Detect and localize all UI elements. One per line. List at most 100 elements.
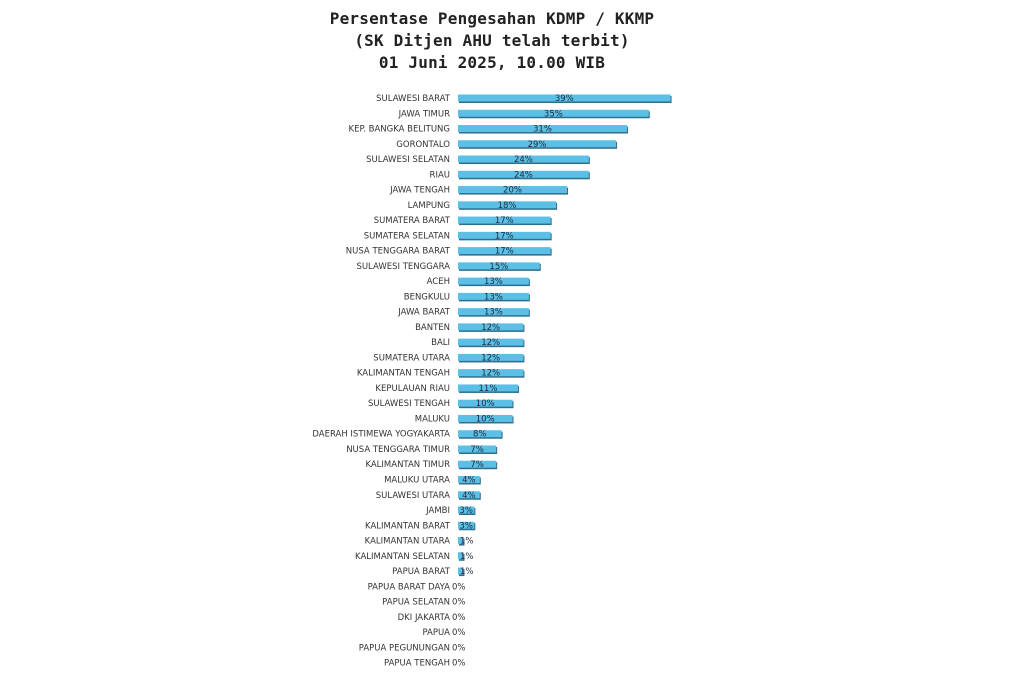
- bar: [458, 186, 567, 194]
- bar: [458, 231, 551, 239]
- value-label: 0%: [452, 582, 466, 592]
- bar-row: KEP. BANGKA BELITUNG 31%: [349, 125, 628, 135]
- bar: [458, 399, 513, 407]
- value-label: 13%: [484, 292, 503, 302]
- bar: [458, 369, 524, 377]
- category-label: PAPUA BARAT DAYA: [368, 582, 451, 592]
- bar-row: MALUKU UTARA 4%: [384, 476, 481, 486]
- bar: [458, 521, 475, 529]
- value-label: 24%: [514, 170, 533, 180]
- bar: [458, 125, 627, 133]
- value-label: 39%: [555, 94, 574, 104]
- bar: [458, 170, 589, 178]
- bar: [458, 247, 551, 255]
- value-label: 20%: [503, 186, 522, 196]
- bar: [458, 353, 524, 361]
- bar-row: SUMATERA UTARA 12%: [373, 353, 525, 363]
- bar-row: DAERAH ISTIMEWA YOGYAKARTA 8%: [312, 430, 503, 440]
- chart-title: Persentase Pengesahan KDMP / KKMP: [329, 9, 655, 28]
- category-label: KALIMANTAN UTARA: [365, 537, 451, 547]
- bar: [458, 460, 497, 468]
- category-label: JAWA TIMUR: [398, 109, 450, 119]
- value-label: 12%: [481, 323, 500, 333]
- bar-row: KALIMANTAN TENGAH 12%: [357, 369, 525, 379]
- value-label: 17%: [495, 231, 514, 241]
- category-label: JAWA TENGAH: [389, 186, 450, 196]
- category-label: SUMATERA SELATAN: [364, 231, 450, 241]
- bar-row: KALIMANTAN TIMUR 7%: [365, 460, 498, 470]
- bar-row: ACEH 13%: [427, 277, 530, 287]
- category-label: KALIMANTAN TIMUR: [365, 460, 450, 470]
- bar: [458, 537, 464, 545]
- bar: [458, 323, 524, 331]
- chart-date: 01 Juni 2025, 10.00 WIB: [378, 53, 606, 72]
- bar-row: SULAWESI UTARA 4%: [376, 491, 481, 501]
- bar-row: SULAWESI BARAT 39%: [376, 94, 672, 104]
- category-label: PAPUA TENGAH: [384, 659, 450, 669]
- bars-layer: SULAWESI BARAT 39% JAWA TIMUR 35% KEP. BANGK…: [312, 94, 672, 669]
- bar: [458, 567, 464, 575]
- category-label: ACEH: [427, 277, 450, 287]
- category-label: LAMPUNG: [408, 201, 450, 211]
- bar-row: RIAU 24%: [430, 170, 590, 180]
- bar: [458, 277, 529, 285]
- bar-row: JAWA TIMUR 35%: [398, 109, 650, 119]
- category-label: DKI JAKARTA: [398, 613, 451, 623]
- value-label: 8%: [473, 430, 487, 440]
- bar: [458, 414, 513, 422]
- value-label: 10%: [476, 399, 495, 409]
- category-label: MALUKU UTARA: [384, 476, 450, 486]
- category-label: NUSA TENGGARA TIMUR: [346, 445, 450, 455]
- value-label: 11%: [479, 384, 498, 394]
- category-label: SUMATERA UTARA: [373, 353, 450, 363]
- value-label: 35%: [544, 109, 563, 119]
- bar-row: LAMPUNG 18%: [408, 201, 558, 211]
- value-label: 3%: [459, 521, 473, 531]
- bar-row: MALUKU 10%: [415, 414, 514, 424]
- value-label: 0%: [452, 659, 466, 669]
- bar-row: DKI JAKARTA 0%: [398, 613, 466, 623]
- category-label: SULAWESI UTARA: [376, 491, 450, 501]
- category-label: BANTEN: [415, 323, 450, 333]
- category-label: BALI: [431, 338, 450, 348]
- category-label: PAPUA: [422, 628, 450, 638]
- bar-row: SUMATERA BARAT 17%: [374, 216, 552, 226]
- category-label: SULAWESI TENGGARA: [356, 262, 450, 272]
- bar: [458, 491, 480, 499]
- bar: [458, 262, 540, 270]
- bar: [458, 292, 529, 300]
- value-label: 18%: [498, 201, 517, 211]
- bar: [458, 140, 617, 148]
- bar: [458, 308, 529, 316]
- category-label: DAERAH ISTIMEWA YOGYAKARTA: [312, 430, 450, 440]
- bar-row: SULAWESI TENGGARA 15%: [356, 262, 541, 272]
- bar-row: PAPUA TENGAH 0%: [384, 659, 465, 669]
- bar: [458, 94, 671, 102]
- bar-row: KALIMANTAN UTARA 1%: [365, 537, 474, 547]
- chart-title-block: Persentase Pengesahan KDMP / KKMP (SK Di…: [0, 8, 984, 74]
- value-label: 4%: [462, 491, 476, 501]
- value-label: 12%: [481, 353, 500, 363]
- bar: [458, 201, 557, 209]
- bar-row: PAPUA SELATAN 0%: [382, 598, 465, 608]
- category-label: SULAWESI BARAT: [376, 94, 451, 104]
- value-label: 10%: [476, 414, 495, 424]
- category-label: SULAWESI TENGAH: [368, 399, 450, 409]
- category-label: BENGKULU: [404, 292, 450, 302]
- category-label: KEP. BANGKA BELITUNG: [349, 125, 451, 135]
- category-label: PAPUA SELATAN: [382, 598, 450, 608]
- bar-row: JAWA TENGAH 20%: [389, 186, 568, 196]
- bar-row: PAPUA PEGUNUNGAN 0%: [359, 643, 466, 653]
- bar-row: BENGKULU 13%: [404, 292, 530, 302]
- bar-row: PAPUA 0%: [422, 628, 465, 638]
- category-label: PAPUA PEGUNUNGAN: [359, 643, 450, 653]
- bar: [458, 506, 475, 514]
- category-label: KALIMANTAN TENGAH: [357, 369, 450, 379]
- value-label: 29%: [528, 140, 547, 150]
- value-label: 0%: [452, 628, 466, 638]
- bar: [458, 445, 497, 453]
- bar-row: BALI 12%: [431, 338, 525, 348]
- category-label: GORONTALO: [396, 140, 450, 150]
- bar-row: PAPUA BARAT DAYA 0%: [368, 582, 466, 592]
- value-label: 12%: [481, 369, 500, 379]
